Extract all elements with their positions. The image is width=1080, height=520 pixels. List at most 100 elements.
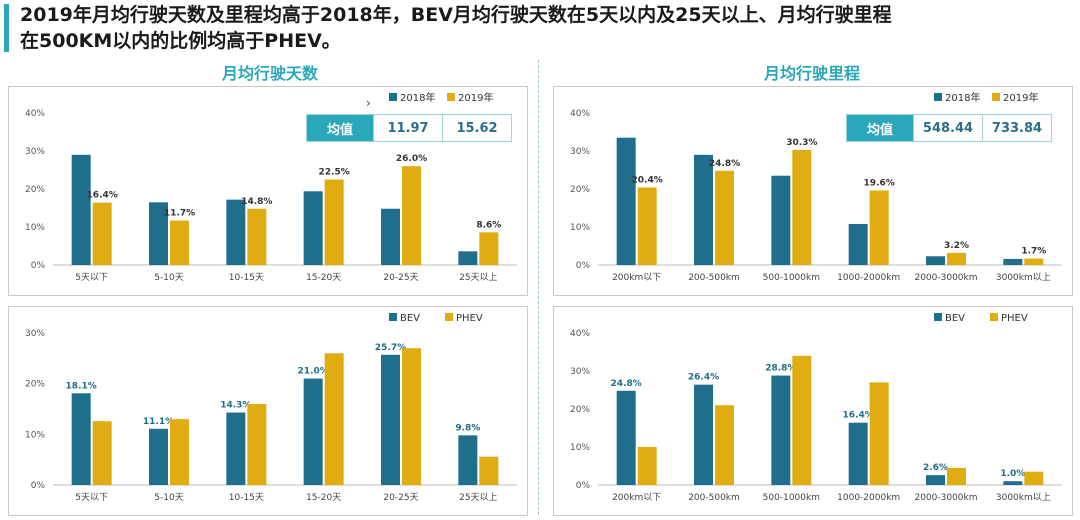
bar-2018年-200-500km xyxy=(694,154,713,265)
mouse-cursor-icon: › xyxy=(366,96,371,110)
x-tick-label: 10-15天 xyxy=(229,493,264,503)
x-tick-label: 20-25天 xyxy=(383,273,418,283)
data-label: 24.8% xyxy=(611,379,642,389)
bar-2019年-20-25天 xyxy=(402,166,421,265)
data-label: 3.2% xyxy=(944,241,969,251)
data-label: 18.1% xyxy=(66,381,97,391)
bar-BEV-20-25天 xyxy=(381,354,400,485)
data-label: 2.6% xyxy=(923,463,948,473)
y-tick-label: 10% xyxy=(25,223,45,233)
y-tick-label: 20% xyxy=(570,405,590,415)
bar-PHEV-3000km以上 xyxy=(1024,471,1044,485)
bar-PHEV-500-1000km xyxy=(792,355,812,485)
x-tick-label: 200-500km xyxy=(688,493,740,503)
headline-line-1: 2019年月均行驶天数及里程均高于2018年，BEV月均行驶天数在5天以内及25… xyxy=(20,4,892,26)
x-tick-label: 3000km以上 xyxy=(996,492,1051,503)
bar-2018年-1000-2000km xyxy=(848,223,868,265)
x-tick-label: 2000-3000km xyxy=(914,273,977,283)
data-label: 25.7% xyxy=(375,343,406,353)
y-tick-label: 20% xyxy=(570,185,590,195)
bar-BEV-5-10天 xyxy=(149,428,168,485)
bar-2019年-15-20天 xyxy=(324,179,344,265)
data-label: 1.0% xyxy=(1000,469,1025,479)
bar-2019年-2000-3000km xyxy=(947,252,966,265)
bar-BEV-15-20天 xyxy=(303,378,323,485)
headline-line-2: 在500KM以内的比例均高于PHEV。 xyxy=(20,30,341,52)
legend-swatch xyxy=(445,313,453,321)
chart-panel-days-by-type: 0% 10% 20% 30% 18.1% 5天以下 11.1% 5-10天 14.3% 10-15… xyxy=(8,306,528,516)
x-tick-label: 3000km以上 xyxy=(996,272,1051,283)
x-tick-label: 1000-2000km xyxy=(837,273,900,283)
data-label: 14.8% xyxy=(241,197,272,207)
bar-2019年-10-15天 xyxy=(247,208,267,265)
x-tick-label: 2000-3000km xyxy=(914,493,977,503)
legend-swatch xyxy=(990,313,998,321)
bar-2019年-200-500km xyxy=(715,170,734,265)
bar-2019年-500-1000km xyxy=(792,149,812,265)
bar-2018年-200km以下 xyxy=(616,137,636,265)
legend-swatch xyxy=(992,93,1000,101)
data-label: 21.0% xyxy=(298,367,329,377)
legend-entry: 2019年 xyxy=(458,91,493,104)
bar-PHEV-5天以下 xyxy=(92,421,112,485)
y-tick-label: 10% xyxy=(570,443,590,453)
y-tick-label: 30% xyxy=(570,367,590,377)
x-tick-label: 200-500km xyxy=(688,273,740,283)
bar-PHEV-10-15天 xyxy=(247,403,267,485)
bar-2019年-25天以上 xyxy=(479,232,499,265)
legend-entry: 2018年 xyxy=(400,91,435,104)
bar-PHEV-2000-3000km xyxy=(947,467,966,485)
x-tick-label: 25天以上 xyxy=(459,492,497,503)
x-tick-label: 20-25天 xyxy=(383,493,418,503)
bar-2019年-3000km以上 xyxy=(1024,258,1044,265)
legend-entry: BEV xyxy=(945,313,965,324)
average-box-days: 均值 11.97 15.62 xyxy=(306,114,512,142)
data-label: 14.3% xyxy=(220,401,251,411)
legend-swatch xyxy=(934,93,942,101)
y-tick-label: 0% xyxy=(576,261,591,271)
bar-PHEV-200km以下 xyxy=(637,447,657,485)
bar-2019年-200km以下 xyxy=(637,187,657,265)
chart-days-by-year: 0% 10% 20% 30% 40% 16.4% 5天以下 11.7% 5-10天 14.8% 10… xyxy=(25,91,517,283)
x-tick-label: 5天以下 xyxy=(75,493,108,503)
bar-2018年-5天以下 xyxy=(71,154,91,265)
bar-BEV-25天以上 xyxy=(458,435,478,485)
data-label: 26.0% xyxy=(396,154,427,164)
bar-BEV-2000-3000km xyxy=(926,475,945,485)
bar-2018年-500-1000km xyxy=(771,175,791,265)
bar-2019年-5天以下 xyxy=(92,202,112,265)
bar-BEV-200-500km xyxy=(694,384,713,485)
y-tick-label: 10% xyxy=(25,430,45,440)
data-label: 19.6% xyxy=(864,179,895,189)
average-value-2019: 15.62 xyxy=(442,115,511,141)
average-value-2019: 733.84 xyxy=(982,115,1051,141)
legend-swatch xyxy=(389,93,397,101)
x-tick-label: 5-10天 xyxy=(154,273,183,283)
legend-entry: PHEV xyxy=(1001,313,1028,324)
y-tick-label: 0% xyxy=(576,481,591,491)
x-tick-label: 1000-2000km xyxy=(837,493,900,503)
legend-entry: PHEV xyxy=(456,313,483,324)
data-label: 16.4% xyxy=(843,411,874,421)
bar-BEV-1000-2000km xyxy=(848,422,868,485)
x-tick-label: 5-10天 xyxy=(154,493,183,503)
y-tick-label: 30% xyxy=(570,147,590,157)
bar-BEV-3000km以上 xyxy=(1003,481,1023,485)
y-tick-label: 20% xyxy=(25,185,45,195)
x-tick-label: 500-1000km xyxy=(763,493,820,503)
column-divider xyxy=(538,60,539,515)
headline-accent-bar xyxy=(4,4,9,52)
legend-entry: BEV xyxy=(400,313,420,324)
bar-2018年-20-25天 xyxy=(381,208,400,265)
y-tick-label: 10% xyxy=(570,223,590,233)
x-tick-label: 500-1000km xyxy=(763,273,820,283)
x-tick-label: 15-20天 xyxy=(306,273,341,283)
bar-BEV-5天以下 xyxy=(71,393,91,485)
bar-2018年-15-20天 xyxy=(303,191,323,265)
data-label: 11.7% xyxy=(164,209,195,219)
headline: 2019年月均行驶天数及里程均高于2018年，BEV月均行驶天数在5天以内及25… xyxy=(20,2,1070,54)
bar-2018年-2000-3000km xyxy=(926,256,945,265)
data-label: 1.7% xyxy=(1021,247,1046,257)
bar-2019年-1000-2000km xyxy=(869,190,889,265)
y-tick-label: 30% xyxy=(25,329,45,339)
